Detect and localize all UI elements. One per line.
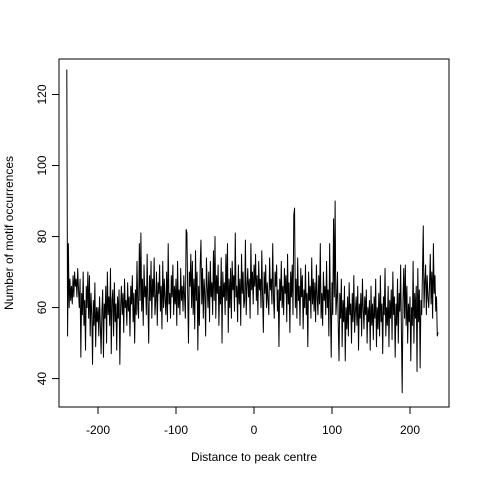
y-tick-label: 100 [35, 155, 49, 175]
x-tick-label: 0 [251, 423, 258, 437]
y-tick-label: 60 [35, 301, 49, 315]
x-tick-label: -100 [164, 423, 188, 437]
series-line [66, 69, 439, 394]
y-tick-label: 120 [35, 84, 49, 104]
y-tick-label: 40 [35, 372, 49, 386]
y-axis-title: Number of motif occurrences [2, 156, 16, 310]
x-tick-label: -200 [86, 423, 110, 437]
plot-frame [58, 58, 450, 408]
x-axis: -200 -100 0 100 200 [86, 406, 420, 437]
x-axis-title: Distance to peak centre [191, 450, 317, 464]
y-axis: 40 60 80 100 120 [35, 84, 60, 386]
x-tick-label: 200 [400, 423, 420, 437]
x-tick-label: 100 [322, 423, 342, 437]
y-tick-label: 80 [35, 230, 49, 244]
